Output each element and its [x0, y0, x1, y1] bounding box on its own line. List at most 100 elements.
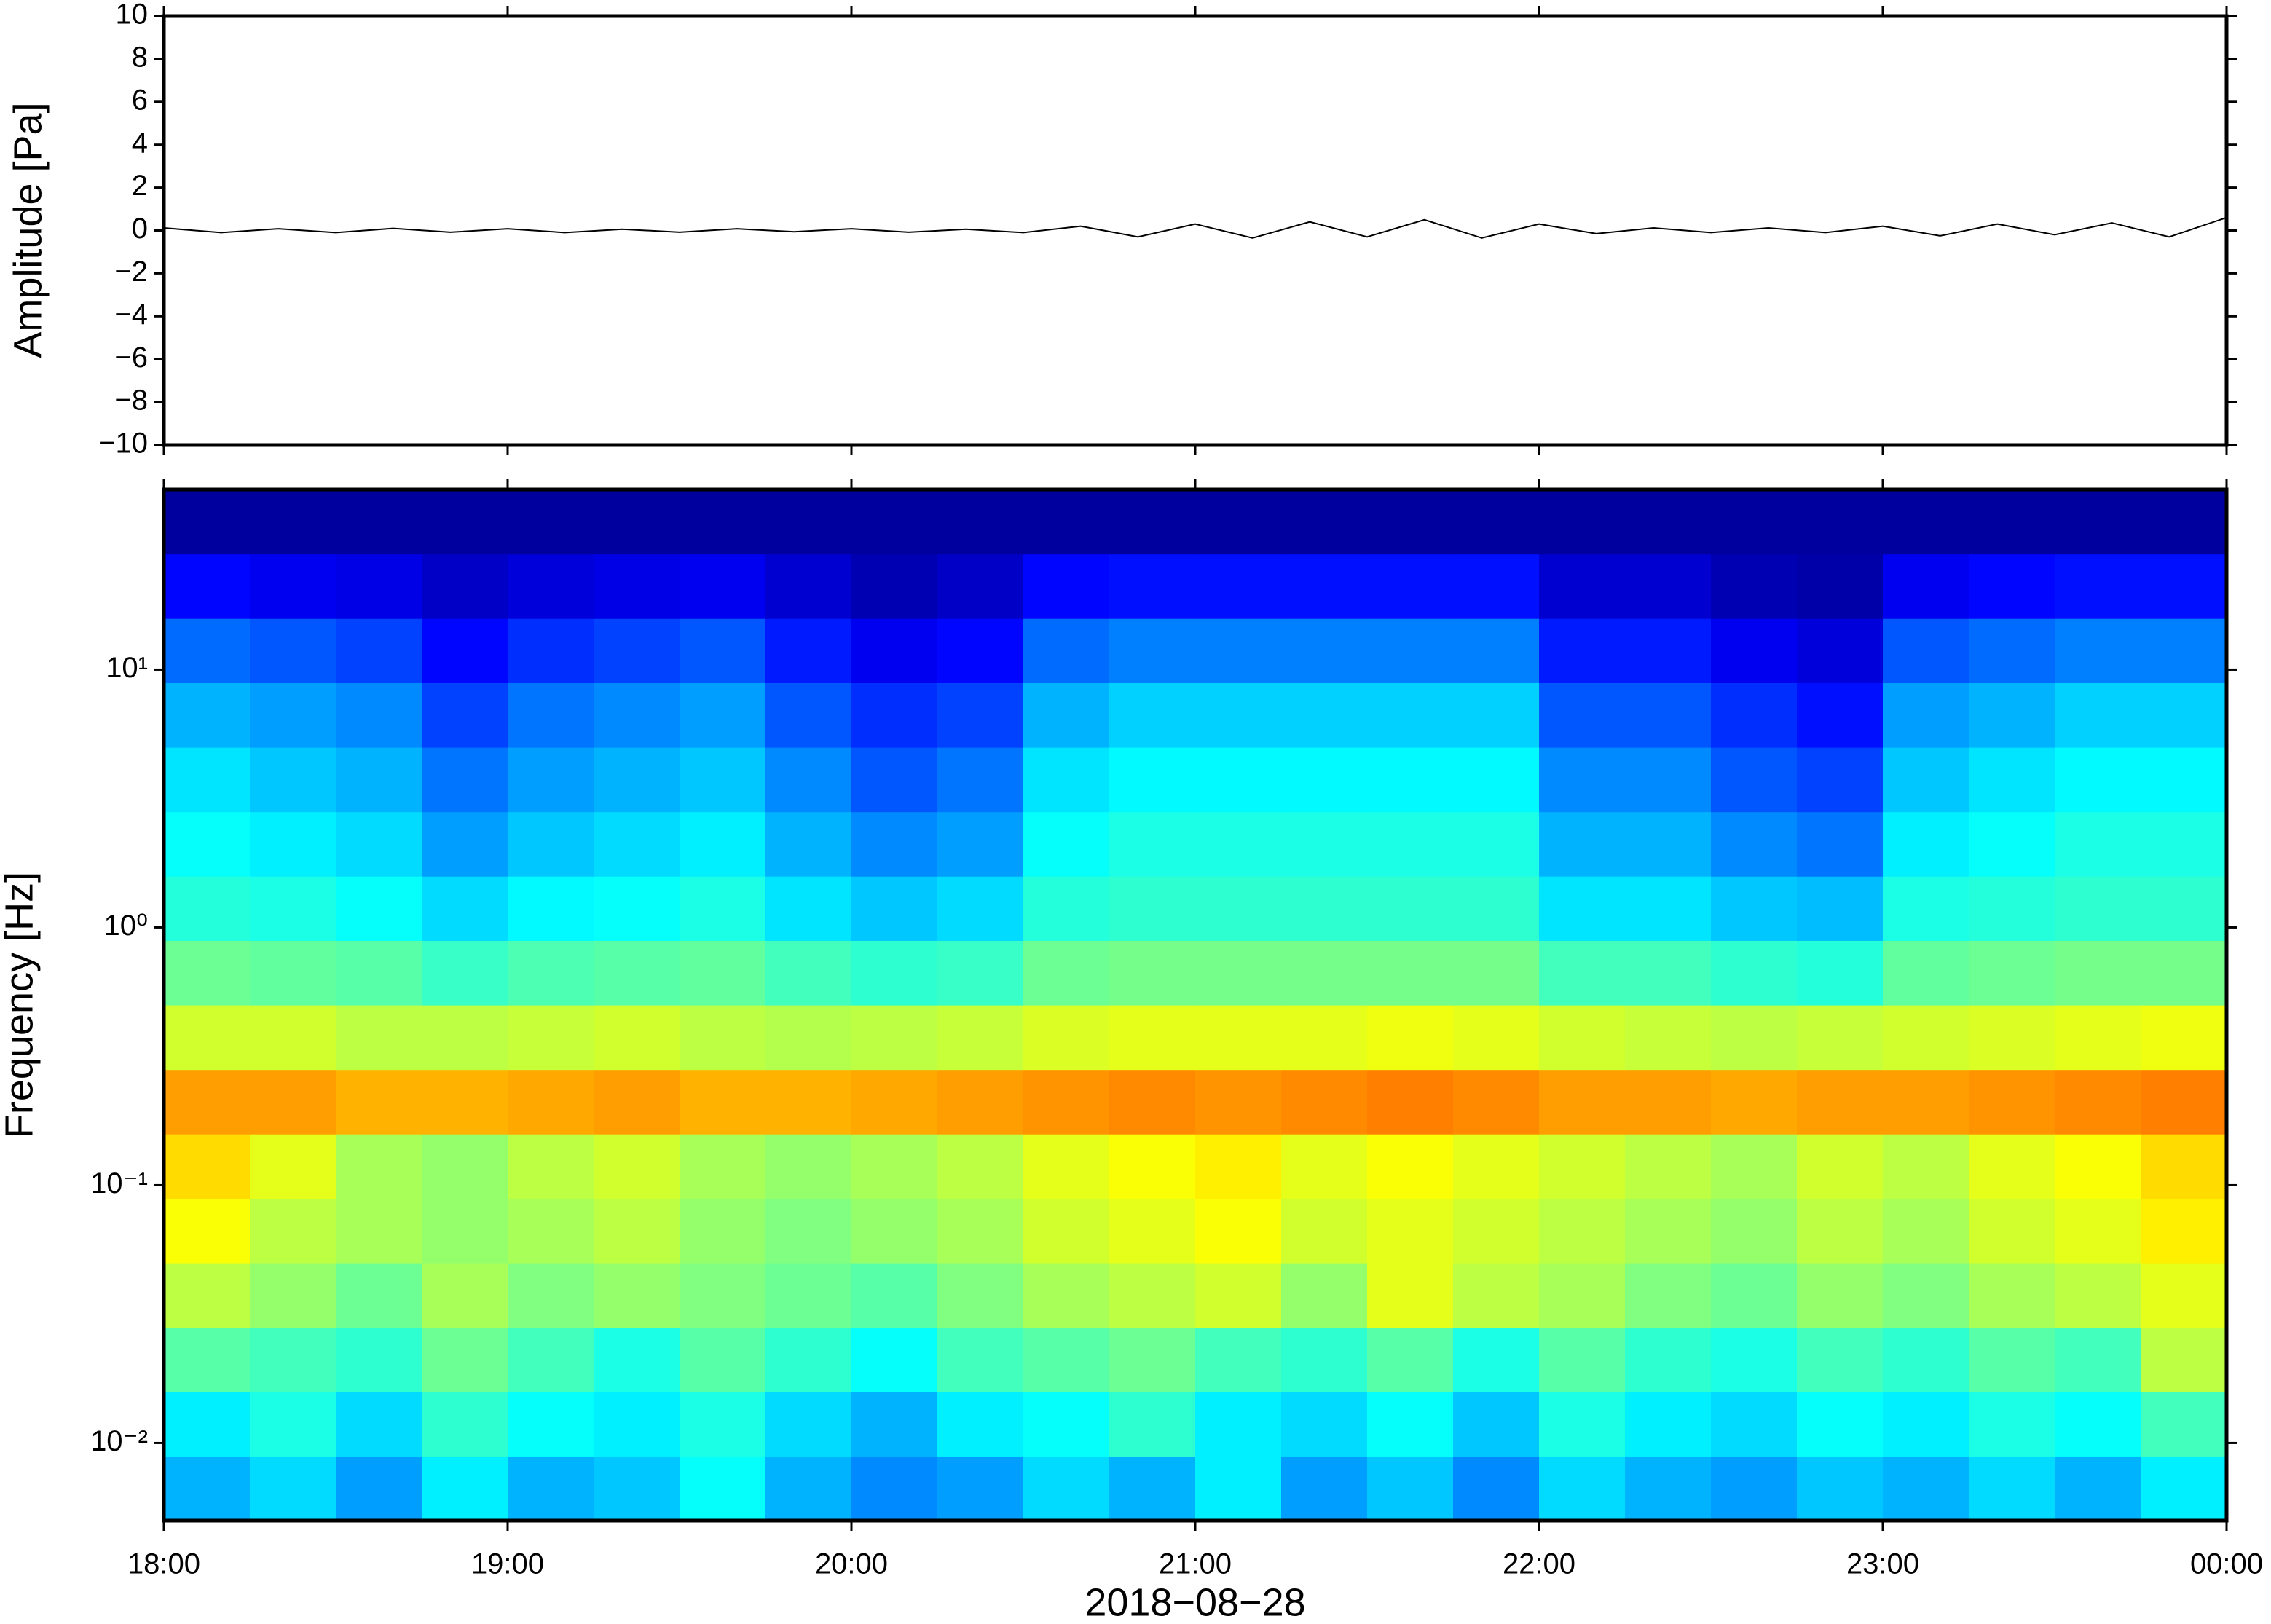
spectrogram-cell [1539, 747, 1626, 813]
spectrogram-cell [422, 876, 508, 941]
spectrogram-cell [336, 1392, 422, 1457]
spectrogram-cell [422, 1392, 508, 1457]
spectrogram-cell [1195, 876, 1282, 941]
spectrogram-cell [1109, 811, 1196, 877]
spectrogram-cell [765, 1005, 852, 1071]
spectrogram-cell [1625, 553, 1712, 619]
spectrogram-cell [422, 747, 508, 813]
spectrogram-cell [851, 1327, 938, 1392]
spectrogram-cell [336, 1005, 422, 1071]
spectrogram-cell [594, 1392, 680, 1457]
y-tick-label: 8 [132, 41, 148, 73]
spectrogram-cell [250, 489, 336, 555]
spectrogram-cell [851, 876, 938, 941]
x-tick-label: 23:00 [1846, 1548, 1919, 1580]
spectrogram-cell [680, 1134, 766, 1199]
spectrogram-cell [422, 811, 508, 877]
spectrogram-cell [336, 940, 422, 1006]
spectrogram-cell [1367, 1069, 1454, 1135]
x-tick-label: 20:00 [815, 1548, 888, 1580]
spectrogram-cell [250, 553, 336, 619]
spectrogram-cell [1969, 876, 2055, 941]
y-tick-label: −10 [98, 427, 148, 460]
spectrogram-cell [937, 682, 1024, 748]
spectrogram-cell [1969, 1392, 2055, 1457]
spectrogram-cell [1109, 1069, 1196, 1135]
spectrogram-cell [1281, 1327, 1368, 1392]
y-tick-label: 10⁻² [90, 1425, 148, 1457]
spectrogram-cell [765, 1392, 852, 1457]
spectrogram-cell [851, 1069, 938, 1135]
y-tick-label: 10 [116, 0, 149, 31]
spectrogram-cell [1195, 1005, 1282, 1071]
spectrogram-cell [937, 1005, 1024, 1071]
y-tick-label: 10¹ [106, 652, 148, 684]
x-tick-label: 22:00 [1503, 1548, 1575, 1580]
spectrogram-cell [1625, 1069, 1712, 1135]
spectrogram-cell [1453, 1069, 1540, 1135]
spectrogram-cell [594, 682, 680, 748]
spectrogram-cell [164, 876, 251, 941]
spectrogram-cell [1281, 489, 1368, 555]
spectrogram-cell [1023, 1263, 1110, 1328]
x-tick-label: 00:00 [2190, 1548, 2263, 1580]
spectrogram-cell [594, 1134, 680, 1199]
spectrogram-cell [164, 618, 251, 683]
spectrogram-cell [1797, 1198, 1884, 1264]
spectrogram-cell [336, 1069, 422, 1135]
spectrogram-cell [2141, 811, 2227, 877]
spectrogram-cell [1453, 1327, 1540, 1392]
spectrogram-cell [1883, 1198, 1969, 1264]
spectrogram-cell [422, 1069, 508, 1135]
spectrogram-cell [937, 489, 1024, 555]
spectrogram-cell [1539, 489, 1626, 555]
spectrogram-cell [1625, 1198, 1712, 1264]
spectrogram-cell [1797, 1456, 1884, 1521]
spectrogram-cell [1453, 489, 1540, 555]
y-tick-label: 10⁰ [103, 910, 148, 942]
spectrogram-cell [164, 682, 251, 748]
spectrogram-cell [1281, 618, 1368, 683]
spectrogram-cell [1883, 553, 1969, 619]
spectrogram-cell [250, 618, 336, 683]
spectrogram-cell [1023, 1069, 1110, 1135]
spectrogram-cell [1367, 1327, 1454, 1392]
y-tick-label: 10⁻¹ [90, 1167, 148, 1199]
y-tick-label: −4 [114, 299, 148, 331]
spectrogram-cell [1453, 1005, 1540, 1071]
spectrogram-cell [1023, 940, 1110, 1006]
y-axis-title: Amplitude [Pa] [6, 102, 50, 358]
spectrogram-cell [1023, 811, 1110, 877]
spectrogram-cell [1195, 1134, 1282, 1199]
spectrogram-cell [1539, 876, 1626, 941]
spectrogram-cell [422, 682, 508, 748]
spectrogram-cell [1711, 553, 1798, 619]
spectrogram-cell [2055, 811, 2141, 877]
spectrogram-cell [1453, 747, 1540, 813]
spectrogram-cell [1883, 1134, 1969, 1199]
spectrogram-cell [680, 682, 766, 748]
spectrogram-cell [250, 1327, 336, 1392]
spectrogram-cell [1969, 1134, 2055, 1199]
spectrogram-cell [2141, 618, 2227, 683]
spectrogram-cell [1281, 1005, 1368, 1071]
spectrogram-cell [508, 747, 594, 813]
spectrogram-cell [1195, 1198, 1282, 1264]
spectrogram-cell [765, 747, 852, 813]
spectrogram-cell [2141, 1005, 2227, 1071]
spectrogram-cell [1281, 1392, 1368, 1457]
spectrogram-cell [1625, 811, 1712, 877]
waveform [163, 216, 2227, 239]
spectrogram-cell [1023, 553, 1110, 619]
spectrogram-cell [1711, 1198, 1798, 1264]
spectrogram-cell [1625, 1392, 1712, 1457]
spectrogram-cell [1281, 553, 1368, 619]
spectrogram-cell [1453, 811, 1540, 877]
spectrogram-cell [1539, 1263, 1626, 1328]
spectrogram-cell [937, 1198, 1024, 1264]
spectrogram-cell [1797, 1069, 1884, 1135]
spectrogram-cell [2141, 747, 2227, 813]
spectrogram-cell [1883, 940, 1969, 1006]
spectrogram-cell [1539, 1198, 1626, 1264]
